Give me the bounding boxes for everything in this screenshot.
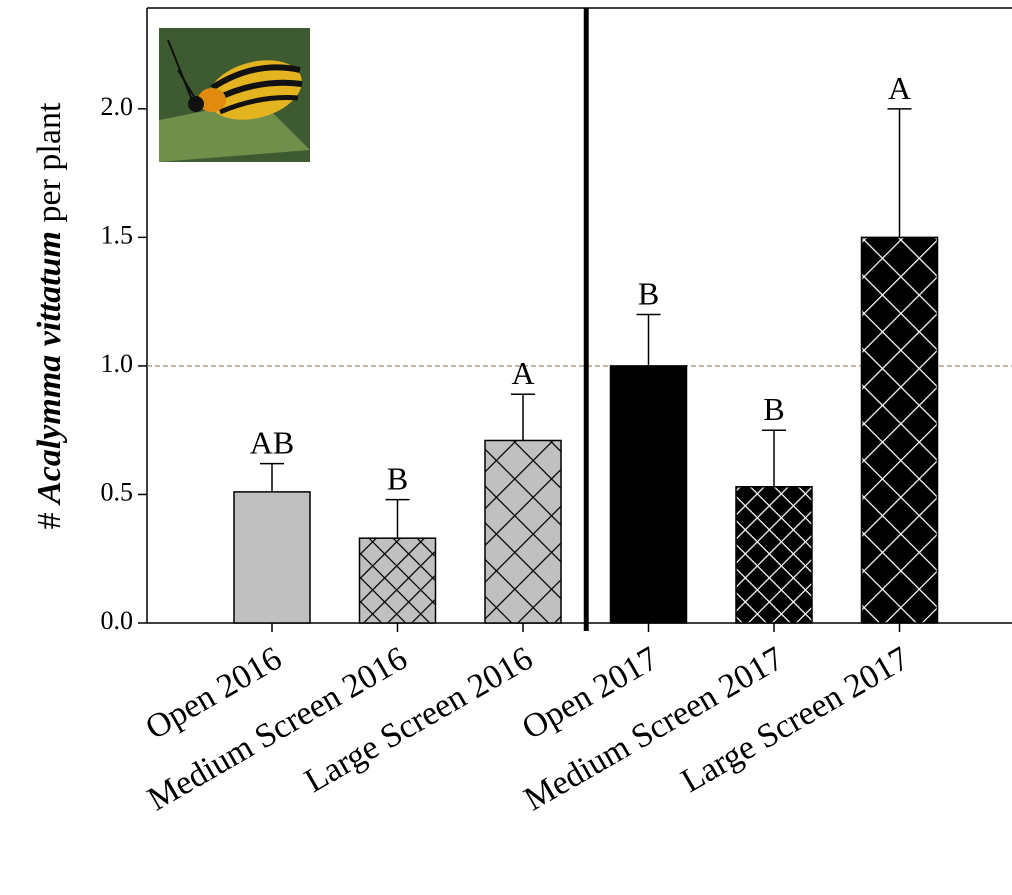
significance-label: AB [250, 425, 294, 461]
bar [609, 365, 688, 624]
significance-label: A [511, 355, 534, 391]
y-tick-label: 1.5 [101, 220, 134, 249]
y-label-species: Acalymma vittatum [31, 231, 68, 506]
y-tick-label: 1.0 [101, 349, 134, 378]
significance-label: A [888, 70, 911, 106]
y-axis-label: # Acalymma vittatum per plant [31, 102, 68, 529]
bar [233, 491, 311, 624]
y-tick-label: 0.0 [101, 606, 134, 635]
x-tick-label: Large Screen 2017 [675, 640, 915, 800]
bar [860, 236, 939, 624]
significance-label: B [387, 461, 408, 497]
bar [358, 537, 437, 624]
y-label-prefix: # [31, 512, 68, 529]
bar [484, 439, 562, 624]
bar [735, 485, 813, 624]
y-tick-label: 0.5 [101, 477, 134, 506]
x-tick-label: Large Screen 2016 [299, 640, 539, 800]
y-tick-label: 2.0 [101, 92, 134, 121]
significance-label: B [763, 391, 784, 427]
beetle-image [159, 28, 310, 162]
y-label-suffix: per plant [31, 102, 68, 222]
significance-label: B [638, 276, 659, 312]
